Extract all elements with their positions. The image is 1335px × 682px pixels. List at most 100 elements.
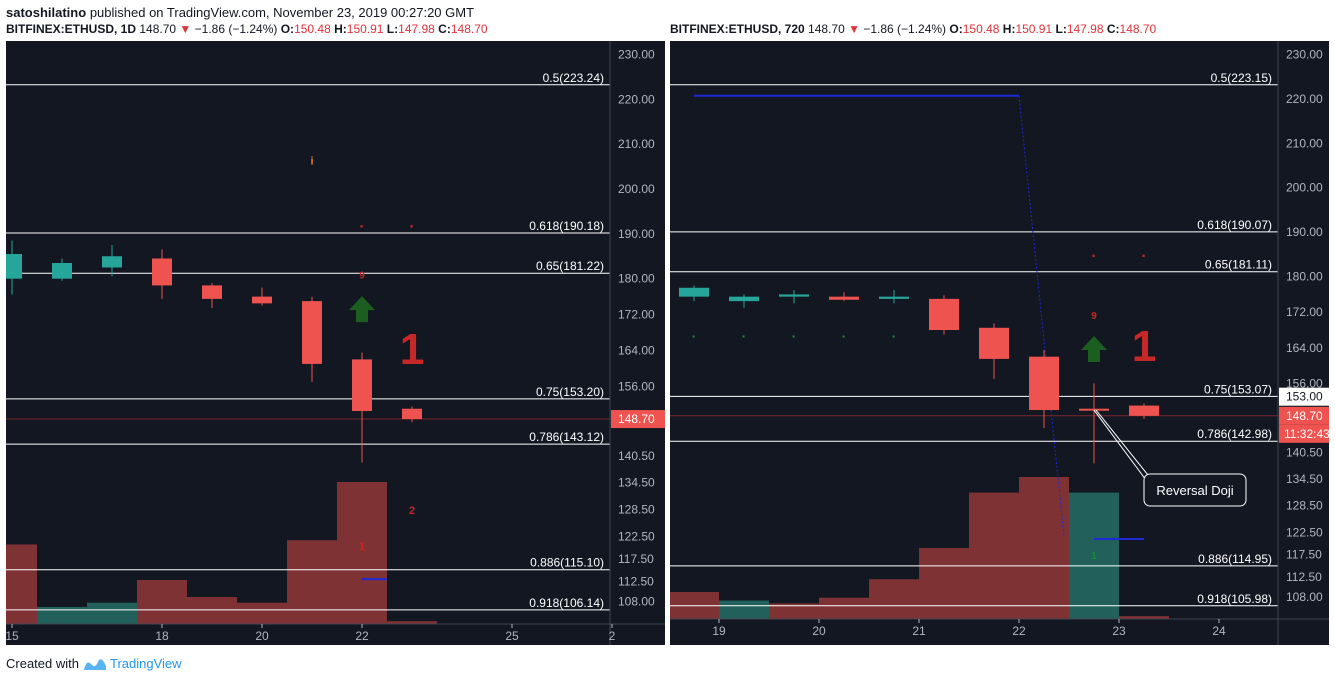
buy-arrow-icon	[349, 296, 375, 323]
drawing-line	[1018, 95, 1065, 537]
bar-timer	[1279, 424, 1329, 443]
y-tick-label: 230.00	[1286, 47, 1323, 61]
fib-level-label: 0.75(153.07)	[1204, 382, 1272, 396]
td-marker: 9	[359, 271, 365, 282]
candle-body	[929, 298, 959, 330]
volume-bar	[969, 492, 1019, 619]
y-tick-label: 117.50	[618, 552, 654, 566]
created-with-label: Created with	[6, 656, 79, 671]
price-tag-label: 148.70	[1286, 409, 1323, 423]
left-down-arrow-icon: ▼	[179, 22, 192, 36]
candle-body	[879, 296, 909, 299]
volume-bar	[387, 621, 437, 624]
y-tick-label: 190.00	[1286, 225, 1323, 239]
callout-pointer	[1095, 409, 1153, 481]
right-symbol: BITFINEX:ETHUSD, 720	[670, 22, 805, 36]
candle-body	[402, 408, 422, 420]
td-marker: 2	[409, 505, 415, 517]
candle-body	[679, 287, 709, 297]
y-tick-label: 210.00	[618, 137, 655, 151]
left-symbol: BITFINEX:ETHUSD, 1D	[6, 22, 137, 36]
left-open: 150.48	[294, 22, 331, 36]
price-tag	[1279, 406, 1329, 425]
fib-level-label: 0.5(223.15)	[1211, 71, 1272, 85]
y-tick-label: 180.00	[618, 272, 655, 286]
y-tick-label: 134.50	[1286, 472, 1323, 486]
fib-level-label: 0.786(142.98)	[1197, 427, 1272, 441]
y-tick-label: 122.50	[618, 530, 655, 544]
right-high: 150.91	[1015, 22, 1053, 36]
candle-body	[1129, 405, 1159, 416]
td-marker: 1	[400, 325, 424, 374]
candle-body	[102, 256, 122, 268]
fib-level-label: 0.886(115.10)	[530, 556, 604, 570]
x-tick-label: 24	[1212, 624, 1226, 638]
candle-body	[829, 296, 859, 300]
volume-bar	[187, 597, 237, 624]
y-tick-label: 140.50	[1286, 445, 1323, 459]
volume-bar	[337, 482, 387, 624]
candle-body	[1079, 408, 1109, 411]
callout-text: Reversal Doji	[1156, 483, 1233, 498]
right-change: −1.86 (−1.24%)	[863, 22, 947, 36]
volume-bar	[769, 603, 819, 619]
y-tick-label: 156.00	[618, 379, 655, 393]
left-change: −1.86 (−1.24%)	[194, 22, 278, 36]
tradingview-logo-icon	[83, 658, 106, 670]
cursor-price-label: 153.00	[1286, 390, 1323, 404]
candle-body	[152, 258, 172, 286]
callout-box	[1143, 473, 1247, 507]
x-tick-label: 23	[1112, 624, 1126, 638]
candle-body	[1029, 356, 1059, 411]
tradingview-brand[interactable]: TradingView	[109, 656, 182, 671]
x-tick-label: 21	[912, 624, 926, 638]
720-candlestick-chart[interactable]: 0.5(223.15) 0.618(190.07) 0.65(181.11) 0.75…	[670, 41, 1329, 645]
x-tick-label: 20	[255, 629, 269, 643]
y-tick-label: 230.00	[618, 47, 655, 61]
x-tick-label: 2	[609, 629, 616, 643]
td-marker: ·	[1141, 248, 1146, 265]
volume-bar	[287, 540, 337, 624]
x-tick-label: 15	[6, 629, 19, 643]
y-tick-label: 200.00	[1286, 181, 1323, 195]
volume-bar	[719, 600, 769, 619]
buy-arrow-icon	[1081, 336, 1107, 363]
x-tick-label: 22	[355, 629, 369, 643]
candle-body	[779, 294, 809, 297]
callout-pointer	[1093, 409, 1147, 481]
candle-body	[979, 327, 1009, 359]
volume-bar	[87, 602, 137, 624]
cursor-price-tag	[1279, 387, 1329, 406]
publish-info: published on TradingView.com, November 2…	[89, 5, 475, 20]
candle-body	[729, 296, 759, 302]
y-tick-label: 112.50	[618, 574, 654, 588]
volume-bar	[37, 606, 87, 624]
fib-level-label: 0.618(190.18)	[529, 219, 604, 233]
footer: Created with TradingView	[6, 656, 182, 671]
td-marker: ·	[892, 328, 897, 344]
left-symbol-info: BITFINEX:ETHUSD, 1D 148.70 ▼ −1.86 (−1.2…	[6, 22, 488, 36]
volume-bar	[869, 579, 919, 619]
x-tick-label: 20	[812, 624, 826, 638]
daily-candlestick-chart[interactable]: 0.5(223.24) 0.618(190.18) 0.65(181.22) 0.75…	[6, 41, 665, 645]
candle-body	[302, 301, 322, 364]
candle-body	[202, 285, 222, 299]
y-tick-label: 172.00	[1286, 305, 1323, 319]
publish-header: satoshilatino published on TradingView.c…	[6, 5, 474, 20]
fib-level-label: 0.5(223.24)	[543, 71, 604, 85]
y-tick-label: 164.00	[1286, 341, 1323, 355]
y-tick-label: 164.00	[618, 343, 655, 357]
fib-level-label: 0.786(143.12)	[529, 430, 604, 444]
td-marker: ·	[409, 219, 414, 236]
candle-body	[52, 262, 72, 279]
left-high: 150.91	[346, 22, 384, 36]
candle-body	[6, 254, 22, 279]
author-name[interactable]: satoshilatino	[6, 5, 87, 20]
y-tick-label: 108.00	[1286, 590, 1323, 604]
y-tick-label: 200.00	[618, 182, 655, 196]
y-tick-label: 220.00	[1286, 92, 1323, 106]
y-tick-label: 134.50	[618, 476, 655, 490]
candle-body	[252, 296, 272, 304]
y-tick-label: 220.00	[618, 92, 655, 106]
td-marker: 9	[1091, 311, 1097, 322]
